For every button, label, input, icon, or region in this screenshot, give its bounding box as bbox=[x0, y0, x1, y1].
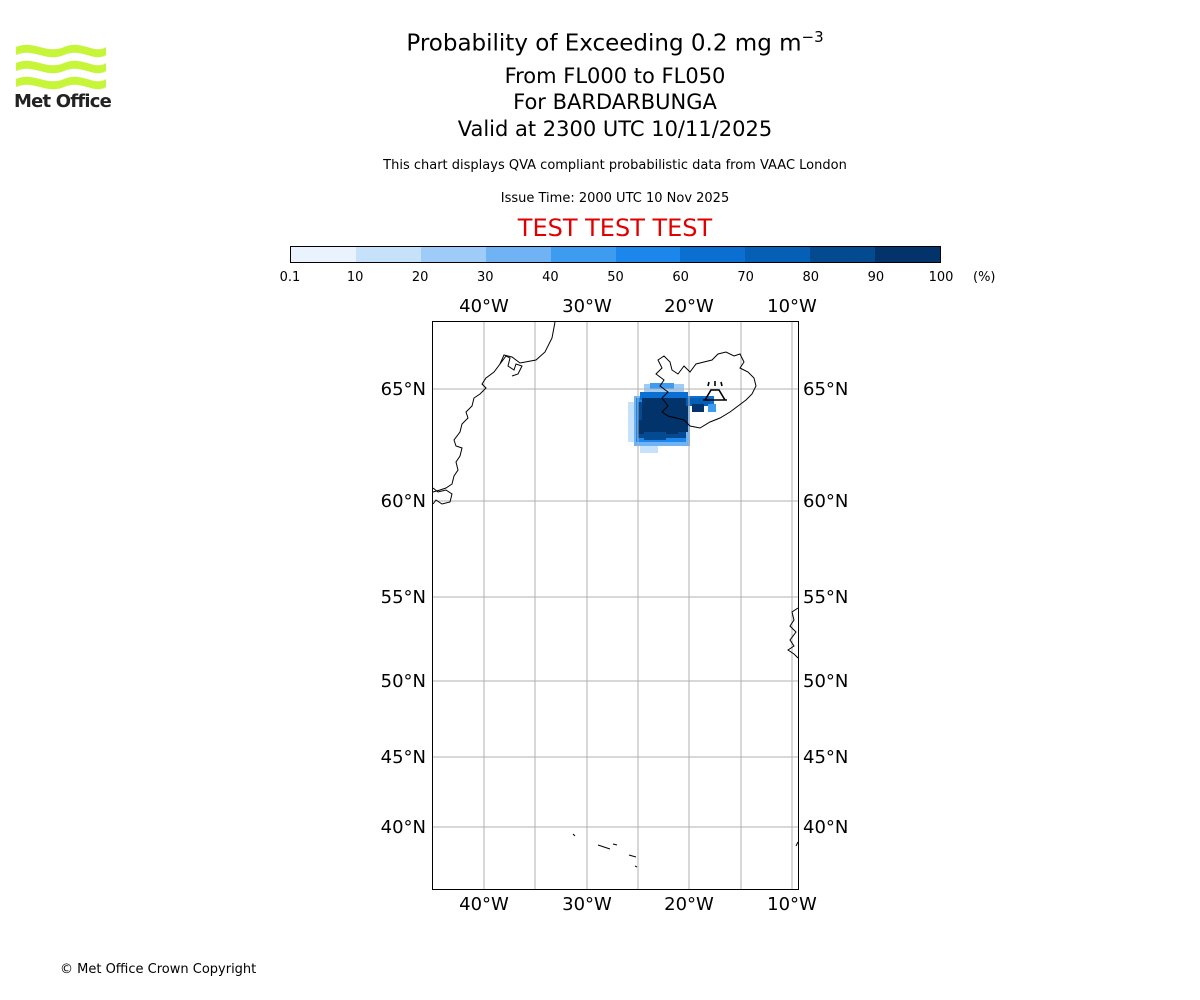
volcano-name: For BARDARBUNGA bbox=[513, 90, 717, 114]
colorbar-segment bbox=[485, 247, 551, 262]
iceland-coast bbox=[655, 351, 757, 429]
lat-label-left: 45°N bbox=[381, 747, 426, 768]
lat-label-right: 55°N bbox=[803, 587, 848, 608]
lat-label-right: 60°N bbox=[803, 491, 848, 512]
colorbar-tick-label: 0.1 bbox=[279, 270, 301, 285]
iberia-edge bbox=[795, 841, 799, 847]
colorbar-tick-label: 30 bbox=[477, 270, 494, 285]
lat-label-right: 45°N bbox=[803, 747, 848, 768]
lon-label-top: 40°W bbox=[459, 296, 509, 317]
colorbar-unit: (%) bbox=[973, 270, 996, 285]
chart-description: This chart displays QVA compliant probab… bbox=[383, 158, 847, 173]
title-superscript: −3 bbox=[801, 28, 824, 46]
lat-label-right: 50°N bbox=[803, 671, 848, 692]
ash-cell bbox=[644, 432, 666, 440]
azores-island-5 bbox=[634, 865, 638, 868]
chart-title: Probability of Exceeding 0.2 mg m−3 bbox=[0, 28, 1200, 57]
colorbar-tick-label: 60 bbox=[672, 270, 689, 285]
colorbar-tick-label: 20 bbox=[411, 270, 429, 285]
lat-label-left: 50°N bbox=[381, 671, 426, 692]
lat-label-left: 55°N bbox=[381, 587, 426, 608]
lon-label-bottom: 30°W bbox=[562, 894, 612, 915]
colorbar-tick-label: 40 bbox=[542, 270, 559, 285]
lat-label-right: 40°N bbox=[803, 817, 848, 838]
lat-label-left: 65°N bbox=[381, 379, 426, 400]
colorbar-segment bbox=[745, 247, 811, 262]
lat-label-right: 65°N bbox=[803, 379, 848, 400]
azores-island-2 bbox=[597, 844, 611, 850]
ash-cell bbox=[628, 402, 636, 442]
met-office-logo bbox=[16, 44, 106, 90]
ash-cell bbox=[638, 420, 678, 434]
lon-label-top: 10°W bbox=[767, 296, 817, 317]
valid-time: Valid at 2300 UTC 10/11/2025 bbox=[457, 117, 773, 141]
greenland-coast bbox=[432, 321, 556, 493]
colorbar-segment bbox=[680, 247, 746, 262]
colorbar-tick-label: 100 bbox=[928, 270, 954, 285]
axis-ticks: 40°W 40°W 30°W 30°W 20°W 20°W 10°W 10°W 65°N 65°N… bbox=[381, 296, 849, 915]
colorbar-segment bbox=[615, 247, 681, 262]
colorbar-tick-label: 10 bbox=[346, 270, 364, 285]
ash-cell bbox=[640, 444, 658, 453]
issue-time: Issue Time: 2000 UTC 10 Nov 2025 bbox=[500, 191, 730, 206]
lon-label-top: 30°W bbox=[562, 296, 612, 317]
flight-levels: From FL000 to FL050 bbox=[504, 64, 726, 88]
ash-cell bbox=[686, 398, 710, 406]
azores-island-3 bbox=[612, 843, 618, 846]
colorbar bbox=[290, 246, 941, 263]
lon-label-top: 20°W bbox=[664, 296, 714, 317]
ash-cell bbox=[650, 383, 674, 389]
azores-island-1 bbox=[572, 833, 576, 837]
ireland-coast bbox=[787, 607, 799, 659]
ash-probability-field bbox=[628, 383, 716, 453]
graticule bbox=[433, 322, 798, 889]
map-frame bbox=[432, 321, 799, 890]
met-office-logo-text: Met Office bbox=[14, 91, 112, 112]
colorbar-tick-label: 70 bbox=[737, 270, 754, 285]
coastlines bbox=[432, 321, 799, 868]
colorbar-tick-label: 80 bbox=[802, 270, 820, 285]
greenland-south-tip bbox=[432, 487, 453, 505]
colorbar-segment bbox=[420, 247, 486, 262]
colorbar-tick-label: 90 bbox=[867, 270, 885, 285]
colorbar-tick-label: 50 bbox=[607, 270, 624, 285]
ash-cell bbox=[692, 404, 704, 412]
greenland-fjords bbox=[499, 355, 523, 377]
colorbar-segment bbox=[291, 247, 356, 262]
title-text: Probability of Exceeding 0.2 mg m bbox=[406, 30, 802, 57]
lat-label-left: 60°N bbox=[381, 491, 426, 512]
colorbar-segment bbox=[355, 247, 421, 262]
ash-cell bbox=[708, 404, 716, 412]
colorbar-segment bbox=[550, 247, 616, 262]
lon-label-bottom: 40°W bbox=[459, 894, 509, 915]
test-banner: TEST TEST TEST bbox=[517, 214, 713, 242]
volcano-icon bbox=[703, 381, 727, 401]
colorbar-segment bbox=[875, 247, 941, 262]
lon-label-bottom: 20°W bbox=[664, 894, 714, 915]
colorbar-segment bbox=[810, 247, 876, 262]
lat-label-left: 40°N bbox=[381, 817, 426, 838]
lon-label-bottom: 10°W bbox=[767, 894, 817, 915]
copyright: © Met Office Crown Copyright bbox=[60, 962, 257, 977]
azores-island-4 bbox=[628, 854, 637, 858]
